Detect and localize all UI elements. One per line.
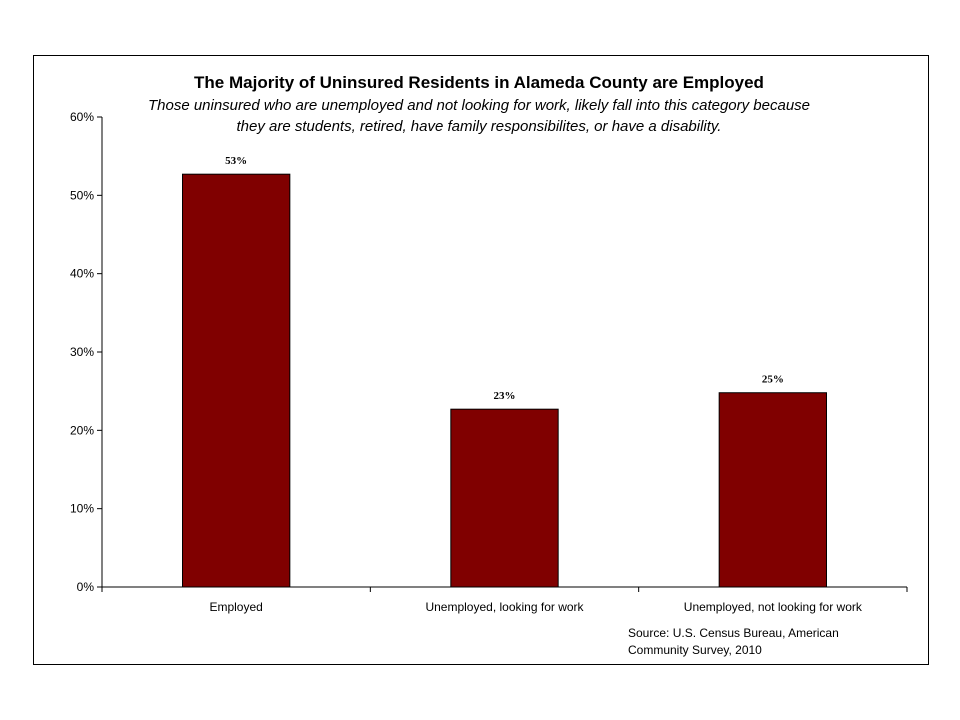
chart-subtitle-line-2: they are students, retired, have family … xyxy=(237,118,722,135)
source-note-line-1: Source: U.S. Census Bureau, American xyxy=(628,626,839,640)
x-category-label: Employed xyxy=(209,600,262,614)
bar xyxy=(182,173,291,588)
y-tick-label: 50% xyxy=(70,188,94,202)
data-label: 25% xyxy=(762,374,784,386)
y-axis: 0% 10% 20% 30% 40% 50% 60% xyxy=(70,110,103,594)
y-tick-label: 40% xyxy=(70,267,94,281)
x-category-label: Unemployed, looking for work xyxy=(425,600,584,614)
bar xyxy=(718,392,828,588)
x-axis: Employed Unemployed, looking for work Unem… xyxy=(101,586,908,614)
y-tick-label: 10% xyxy=(70,502,94,516)
y-tick-label: 30% xyxy=(70,345,94,359)
source-note-line-2: Community Survey, 2010 xyxy=(628,643,762,657)
bar xyxy=(450,408,559,588)
chart-subtitle-line-1: Those uninsured who are unemployed and n… xyxy=(148,97,810,114)
bars: 53% 23% 25% xyxy=(182,155,828,588)
chart-frame xyxy=(33,55,929,665)
y-tick-label: 20% xyxy=(70,423,94,437)
y-tick-label: 60% xyxy=(70,110,94,124)
data-label: 53% xyxy=(225,155,247,167)
x-category-label: Unemployed, not looking for work xyxy=(684,600,863,614)
data-label: 23% xyxy=(494,390,516,402)
y-tick-label: 0% xyxy=(77,580,95,594)
chart-title: The Majority of Uninsured Residents in A… xyxy=(194,73,764,92)
